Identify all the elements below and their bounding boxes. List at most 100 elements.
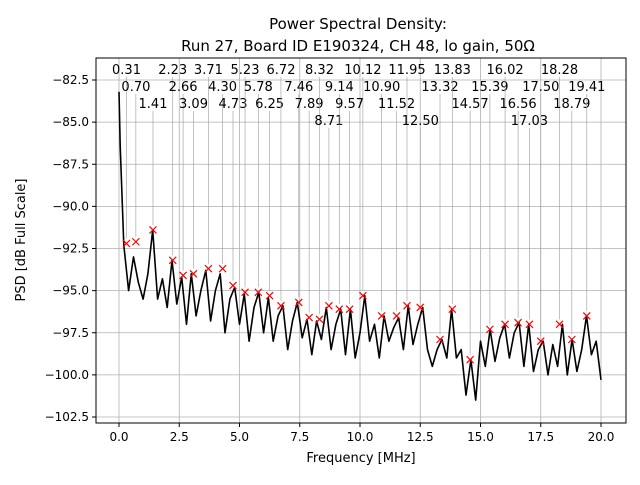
x-marker-stroke — [305, 313, 314, 322]
x-marker-stroke — [525, 320, 534, 329]
peak-label: 17.50 — [522, 80, 559, 95]
peak-label: 2.23 — [158, 63, 187, 78]
peak-label: 14.57 — [451, 97, 488, 112]
x-marker-stroke — [131, 237, 140, 246]
peak-label: 2.66 — [169, 80, 198, 95]
peak-marker — [315, 315, 324, 324]
x-tick-label: 17.5 — [527, 430, 554, 444]
peak-label: 16.02 — [486, 63, 523, 78]
peak-label: 18.79 — [553, 97, 590, 112]
x-marker-stroke — [241, 288, 249, 297]
peak-marker — [131, 237, 140, 246]
x-marker-stroke — [466, 355, 475, 364]
peak-label: 3.09 — [179, 97, 208, 112]
peak-marker — [294, 298, 303, 307]
peak-marker — [448, 305, 457, 314]
x-marker-stroke — [265, 291, 274, 300]
x-marker-stroke — [204, 264, 213, 273]
peak-label: 16.56 — [499, 97, 536, 112]
x-marker-stroke — [168, 256, 177, 265]
peak-marker — [358, 291, 367, 300]
peak-label: 0.70 — [121, 80, 150, 95]
x-marker-stroke — [335, 305, 344, 314]
peak-marker — [277, 301, 285, 310]
y-tick-label: −90.0 — [52, 199, 89, 213]
x-marker-stroke — [324, 301, 333, 310]
x-marker-stroke — [485, 325, 494, 334]
peak-marker — [254, 288, 263, 297]
peak-label: 7.46 — [284, 80, 313, 95]
plot-area — [118, 91, 602, 401]
x-marker-stroke — [392, 311, 401, 320]
peak-label: 18.28 — [541, 63, 578, 78]
peak-label: 6.25 — [255, 97, 284, 112]
y-tick-label: −85.0 — [52, 115, 89, 129]
x-marker-stroke — [122, 239, 131, 248]
x-tick-label: 12.5 — [407, 430, 434, 444]
peak-label: 9.57 — [335, 97, 364, 112]
peak-marker — [567, 335, 576, 344]
peak-marker — [536, 337, 545, 346]
peak-label: 5.23 — [231, 63, 260, 78]
x-marker-stroke — [436, 335, 444, 344]
x-marker-stroke — [514, 318, 523, 327]
x-marker-stroke — [254, 288, 263, 297]
peak-marker — [514, 318, 523, 327]
x-tick-label: 2.5 — [170, 430, 189, 444]
chart-title-line2: Run 27, Board ID E190324, CH 48, lo gain… — [181, 37, 535, 55]
peak-label: 6.72 — [267, 63, 296, 78]
x-tick-label: 20.0 — [588, 430, 615, 444]
peak-marker — [179, 271, 188, 280]
x-marker-stroke — [448, 305, 457, 314]
peak-marker — [377, 311, 386, 320]
y-tick-label: −92.5 — [52, 242, 89, 256]
x-marker-stroke — [536, 337, 545, 346]
axes-frame — [95, 57, 627, 424]
peak-label: 10.12 — [344, 63, 381, 78]
peak-label: 1.41 — [139, 97, 168, 112]
peak-label: 13.83 — [434, 63, 471, 78]
x-marker-stroke — [149, 226, 157, 234]
peak-label: 17.03 — [511, 114, 548, 129]
peak-label: 12.50 — [402, 114, 439, 129]
peak-marker — [436, 335, 444, 344]
peak-marker — [324, 301, 333, 310]
peak-marker — [241, 288, 249, 297]
y-tick-label: −102.5 — [45, 410, 89, 424]
x-marker-stroke — [555, 320, 564, 329]
y-axis-label: PSD [dB Full Scale] — [14, 178, 29, 301]
x-marker-stroke — [294, 298, 303, 307]
peak-labels: 0.31 0.70 1.41 2.23 2.66 3.09 3.71 4.30 4.73 5.23… — [112, 63, 605, 355]
x-marker-stroke — [179, 271, 188, 280]
x-tick-label: 7.5 — [290, 430, 309, 444]
peak-marker — [168, 256, 177, 265]
y-tick-label: −87.5 — [52, 157, 89, 171]
peak-marker — [466, 355, 475, 364]
peak-marker — [501, 320, 510, 329]
x-marker-stroke — [277, 301, 285, 310]
peak-marker — [218, 264, 227, 273]
peak-marker — [555, 320, 564, 329]
peak-label: 10.90 — [363, 80, 400, 95]
y-tick-label: −82.5 — [52, 73, 89, 87]
x-marker-stroke — [218, 264, 227, 273]
x-marker-stroke — [189, 269, 198, 278]
y-tick-label: −100.0 — [45, 368, 89, 382]
peak-marker — [392, 311, 401, 320]
peak-marker — [582, 311, 591, 320]
chart-title-line1: Power Spectral Density: — [269, 15, 447, 33]
peak-label: 4.30 — [208, 80, 237, 95]
psd-line — [118, 91, 602, 401]
peak-label: 11.52 — [378, 97, 415, 112]
peak-marker — [525, 320, 534, 329]
peak-label: 8.71 — [314, 114, 343, 129]
peak-label: 15.39 — [471, 80, 508, 95]
peak-marker — [189, 269, 198, 278]
peak-label: 11.95 — [388, 63, 425, 78]
peak-label: 13.32 — [421, 80, 458, 95]
peak-marker — [345, 305, 354, 314]
peak-label: 0.31 — [112, 63, 141, 78]
x-tick-label: 0.0 — [109, 430, 128, 444]
